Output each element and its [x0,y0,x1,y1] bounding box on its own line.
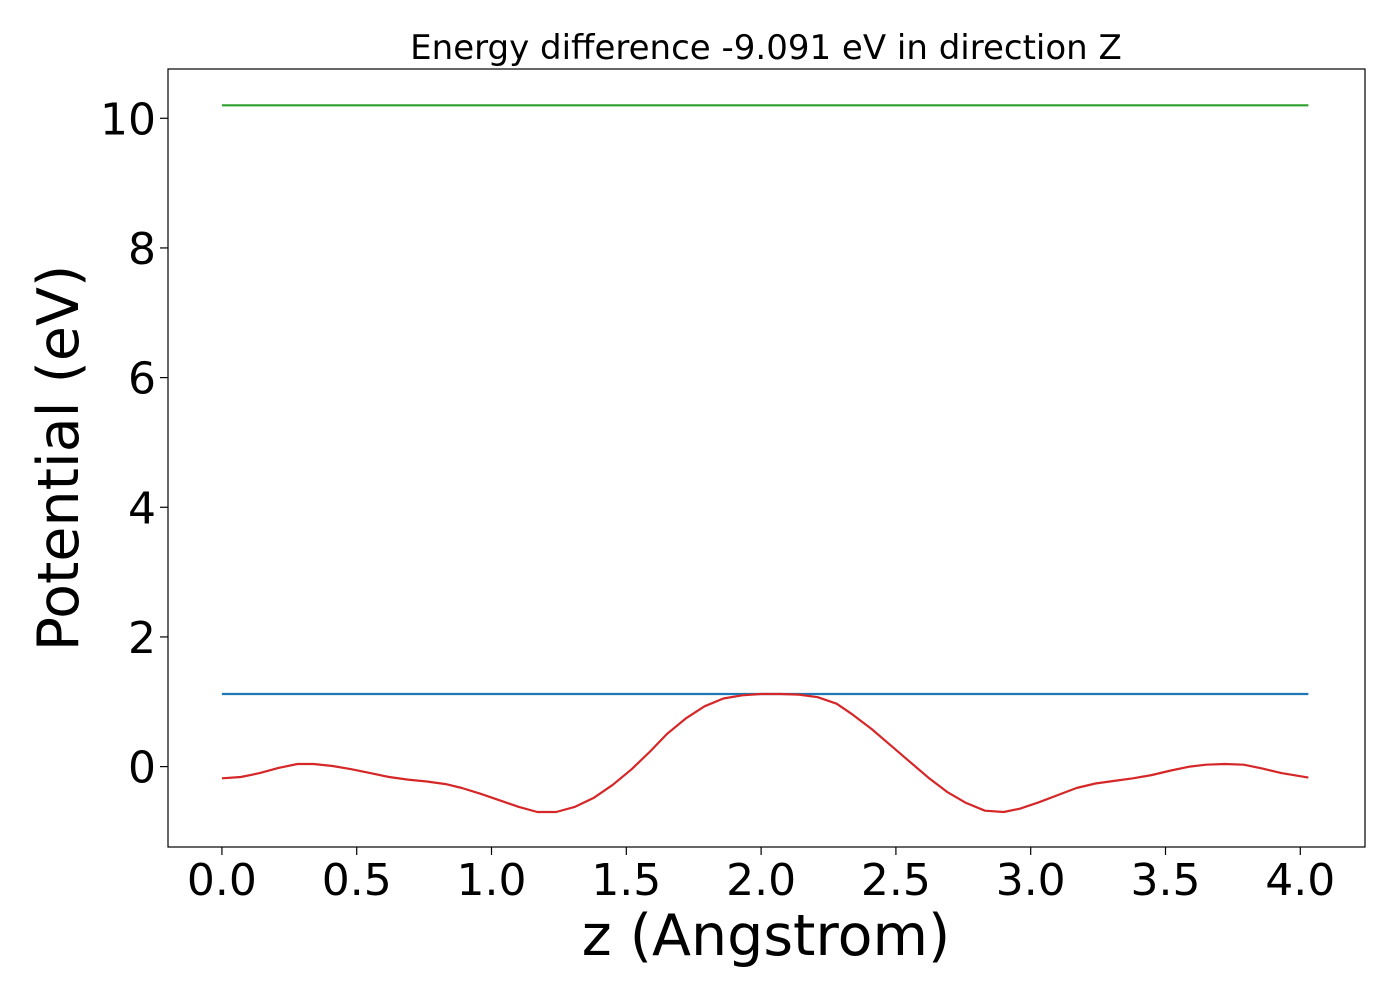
x-tick-label: 4.0 [1265,855,1335,906]
y-axis-title: Potential (eV) [26,265,92,651]
y-tick-label: 2 [128,613,156,664]
y-tick-label: 4 [128,483,156,534]
series-layer [221,104,1309,814]
y-tick-label: 6 [128,354,156,405]
chart-title: Energy difference -9.091 eV in direction… [410,28,1122,68]
x-tick-label: 0.5 [322,855,392,906]
y-axis: 0 2 4 6 8 10 [100,94,168,794]
series-line-3 [221,692,1309,814]
x-axis: 0.0 0.5 1.0 1.5 2.0 2.5 3.0 3.5 4.0 [187,847,1335,906]
x-tick-label: 3.0 [996,855,1066,906]
x-tick-label: 3.5 [1131,855,1201,906]
x-tick-label: 0.0 [187,855,257,906]
x-tick-label: 1.0 [457,855,527,906]
x-tick-label: 2.0 [726,855,796,906]
x-axis-title: z (Angstrom) [582,903,950,969]
plot-area-frame [167,68,1366,848]
y-tick-label: 10 [100,94,156,145]
y-tick-label: 0 [128,743,156,794]
y-tick-label: 8 [128,224,156,275]
x-tick-label: 1.5 [591,855,661,906]
x-tick-label: 2.5 [861,855,931,906]
